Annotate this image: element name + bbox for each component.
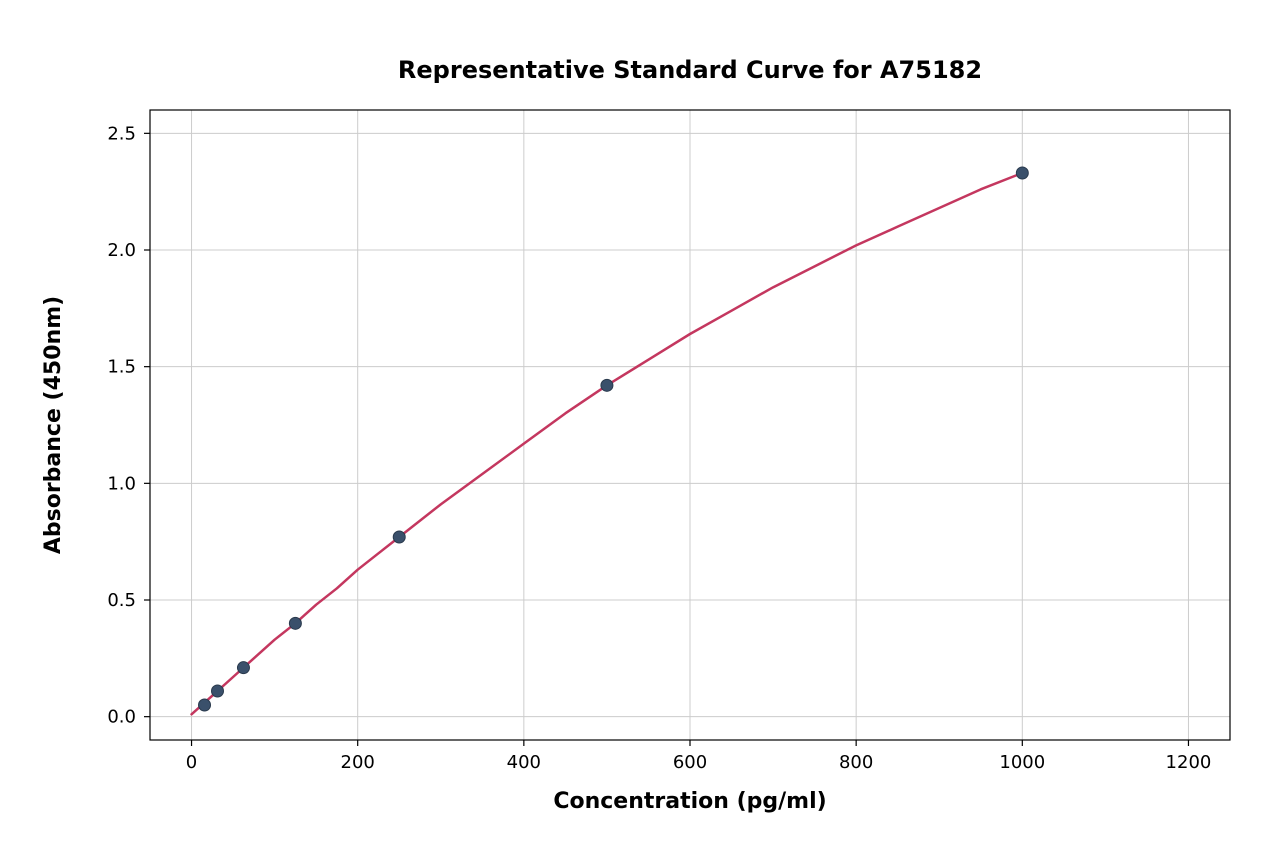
data-point-marker [212,685,224,697]
data-point-marker [237,662,249,674]
x-tick-label: 1200 [1166,752,1212,773]
x-tick-label: 200 [341,752,375,773]
x-axis-label: Concentration (pg/ml) [553,789,826,814]
y-tick-label: 0.5 [107,590,136,611]
chart-title: Representative Standard Curve for A75182 [398,56,982,84]
y-axis-label: Absorbance (450nm) [41,296,66,554]
data-point-marker [1016,167,1028,179]
y-tick-label: 1.0 [107,473,136,494]
data-point-marker [289,617,301,629]
chart-container: 0 200 400 600 800 1000 1200 0.0 0.5 1.0 1.5 2.0 2.5 C… [0,0,1280,845]
x-tick-label: 600 [673,752,707,773]
data-point-marker [199,699,211,711]
x-tick-label: 400 [507,752,541,773]
data-point-marker [393,531,405,543]
x-tick-label: 0 [186,752,197,773]
y-tick-label: 0.0 [107,707,136,728]
data-point-marker [601,379,613,391]
x-tick-label: 800 [839,752,873,773]
y-tick-label: 2.0 [107,240,136,261]
y-tick-label: 2.5 [107,123,136,144]
x-tick-label: 1000 [999,752,1045,773]
y-tick-label: 1.5 [107,357,136,378]
standard-curve-chart: 0 200 400 600 800 1000 1200 0.0 0.5 1.0 1.5 2.0 2.5 C… [0,0,1280,845]
